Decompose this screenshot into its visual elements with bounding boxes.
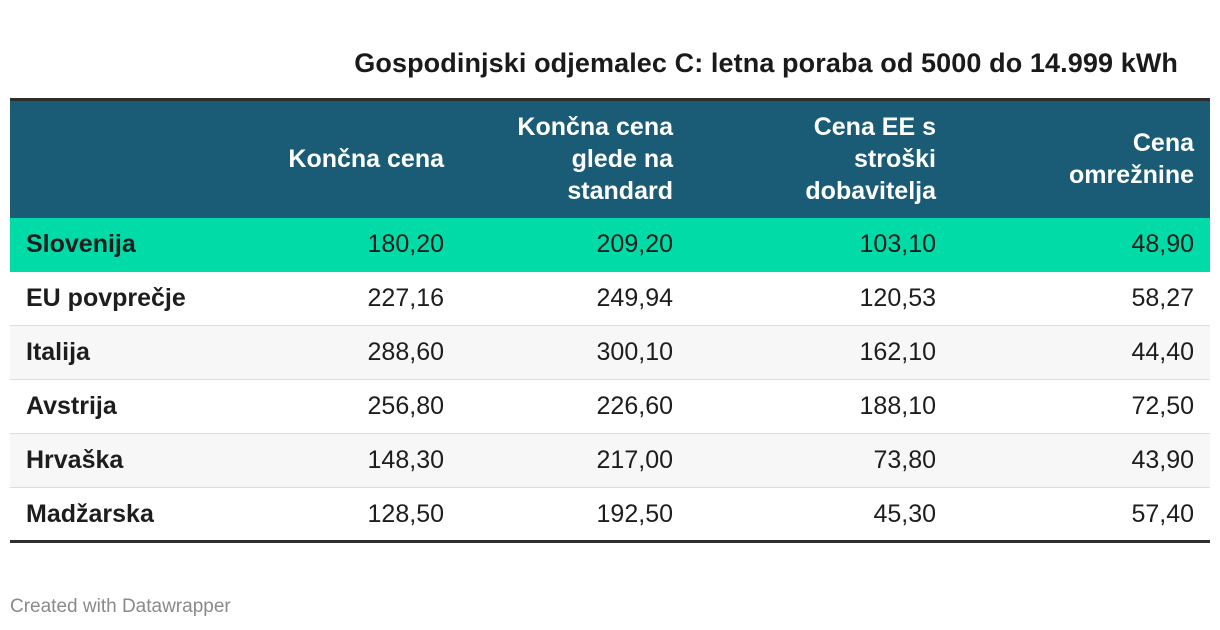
value-cell: 73,80 (689, 433, 952, 488)
value-cell: 288,60 (244, 325, 460, 380)
value-cell: 148,30 (244, 433, 460, 488)
header-label: Cena omrežnine (1068, 129, 1194, 190)
value-cell: 209,20 (460, 217, 689, 272)
value-cell: 226,60 (460, 379, 689, 434)
value-cell: 162,10 (689, 325, 952, 380)
header-cell: Končna cena glede na standard (460, 98, 689, 218)
table-header: Končna cena Končna cena glede na standard Ce… (10, 98, 1210, 218)
value-cell: 300,10 (460, 325, 689, 380)
table-body: Slovenija 180,20 209,20 103,10 48,90 EU povpr… (10, 217, 1210, 543)
value-cell: 72,50 (952, 379, 1210, 434)
chart-title: Gospodinjski odjemalec C: letna poraba o… (354, 48, 1178, 78)
country-cell: Hrvaška (10, 433, 244, 488)
table-row: Slovenija 180,20 209,20 103,10 48,90 (10, 217, 1210, 272)
header-row: Končna cena Končna cena glede na standard Ce… (10, 98, 1210, 218)
value-cell: 256,80 (244, 379, 460, 434)
datawrapper-credit: Created with Datawrapper (10, 596, 231, 617)
table-row: Madžarska 128,50 192,50 45,30 57,40 (10, 487, 1210, 543)
value-cell: 45,30 (689, 487, 952, 543)
value-cell: 44,40 (952, 325, 1210, 380)
header-cell: Končna cena (244, 98, 460, 218)
country-cell: Madžarska (10, 487, 244, 543)
header-cell: Cena omrežnine (952, 98, 1210, 218)
value-cell: 128,50 (244, 487, 460, 543)
table-row: Hrvaška 148,30 217,00 73,80 43,90 (10, 433, 1210, 488)
header-label: Cena EE s stroški dobavitelja (805, 113, 936, 206)
value-cell: 48,90 (952, 217, 1210, 272)
value-cell: 103,10 (689, 217, 952, 272)
header-cell: Cena EE s stroški dobavitelja (689, 98, 952, 218)
value-cell: 227,16 (244, 271, 460, 326)
value-cell: 217,00 (460, 433, 689, 488)
table-row: Avstrija 256,80 226,60 188,10 72,50 (10, 379, 1210, 434)
table-row: Italija 288,60 300,10 162,10 44,40 (10, 325, 1210, 380)
value-cell: 57,40 (952, 487, 1210, 543)
table-row: EU povprečje 227,16 249,94 120,53 58,27 (10, 271, 1210, 326)
data-table: Končna cena Končna cena glede na standard Ce… (10, 98, 1210, 543)
value-cell: 180,20 (244, 217, 460, 272)
value-cell: 249,94 (460, 271, 689, 326)
value-cell: 192,50 (460, 487, 689, 543)
header-label: Končna cena glede na standard (517, 113, 673, 206)
header-label: Končna cena (288, 145, 444, 174)
value-cell: 58,27 (952, 271, 1210, 326)
header-cell-country (10, 98, 244, 218)
country-cell: EU povprečje (10, 271, 244, 326)
country-cell: Italija (10, 325, 244, 380)
country-cell: Slovenija (10, 217, 244, 272)
value-cell: 188,10 (689, 379, 952, 434)
value-cell: 120,53 (689, 271, 952, 326)
value-cell: 43,90 (952, 433, 1210, 488)
country-cell: Avstrija (10, 379, 244, 434)
